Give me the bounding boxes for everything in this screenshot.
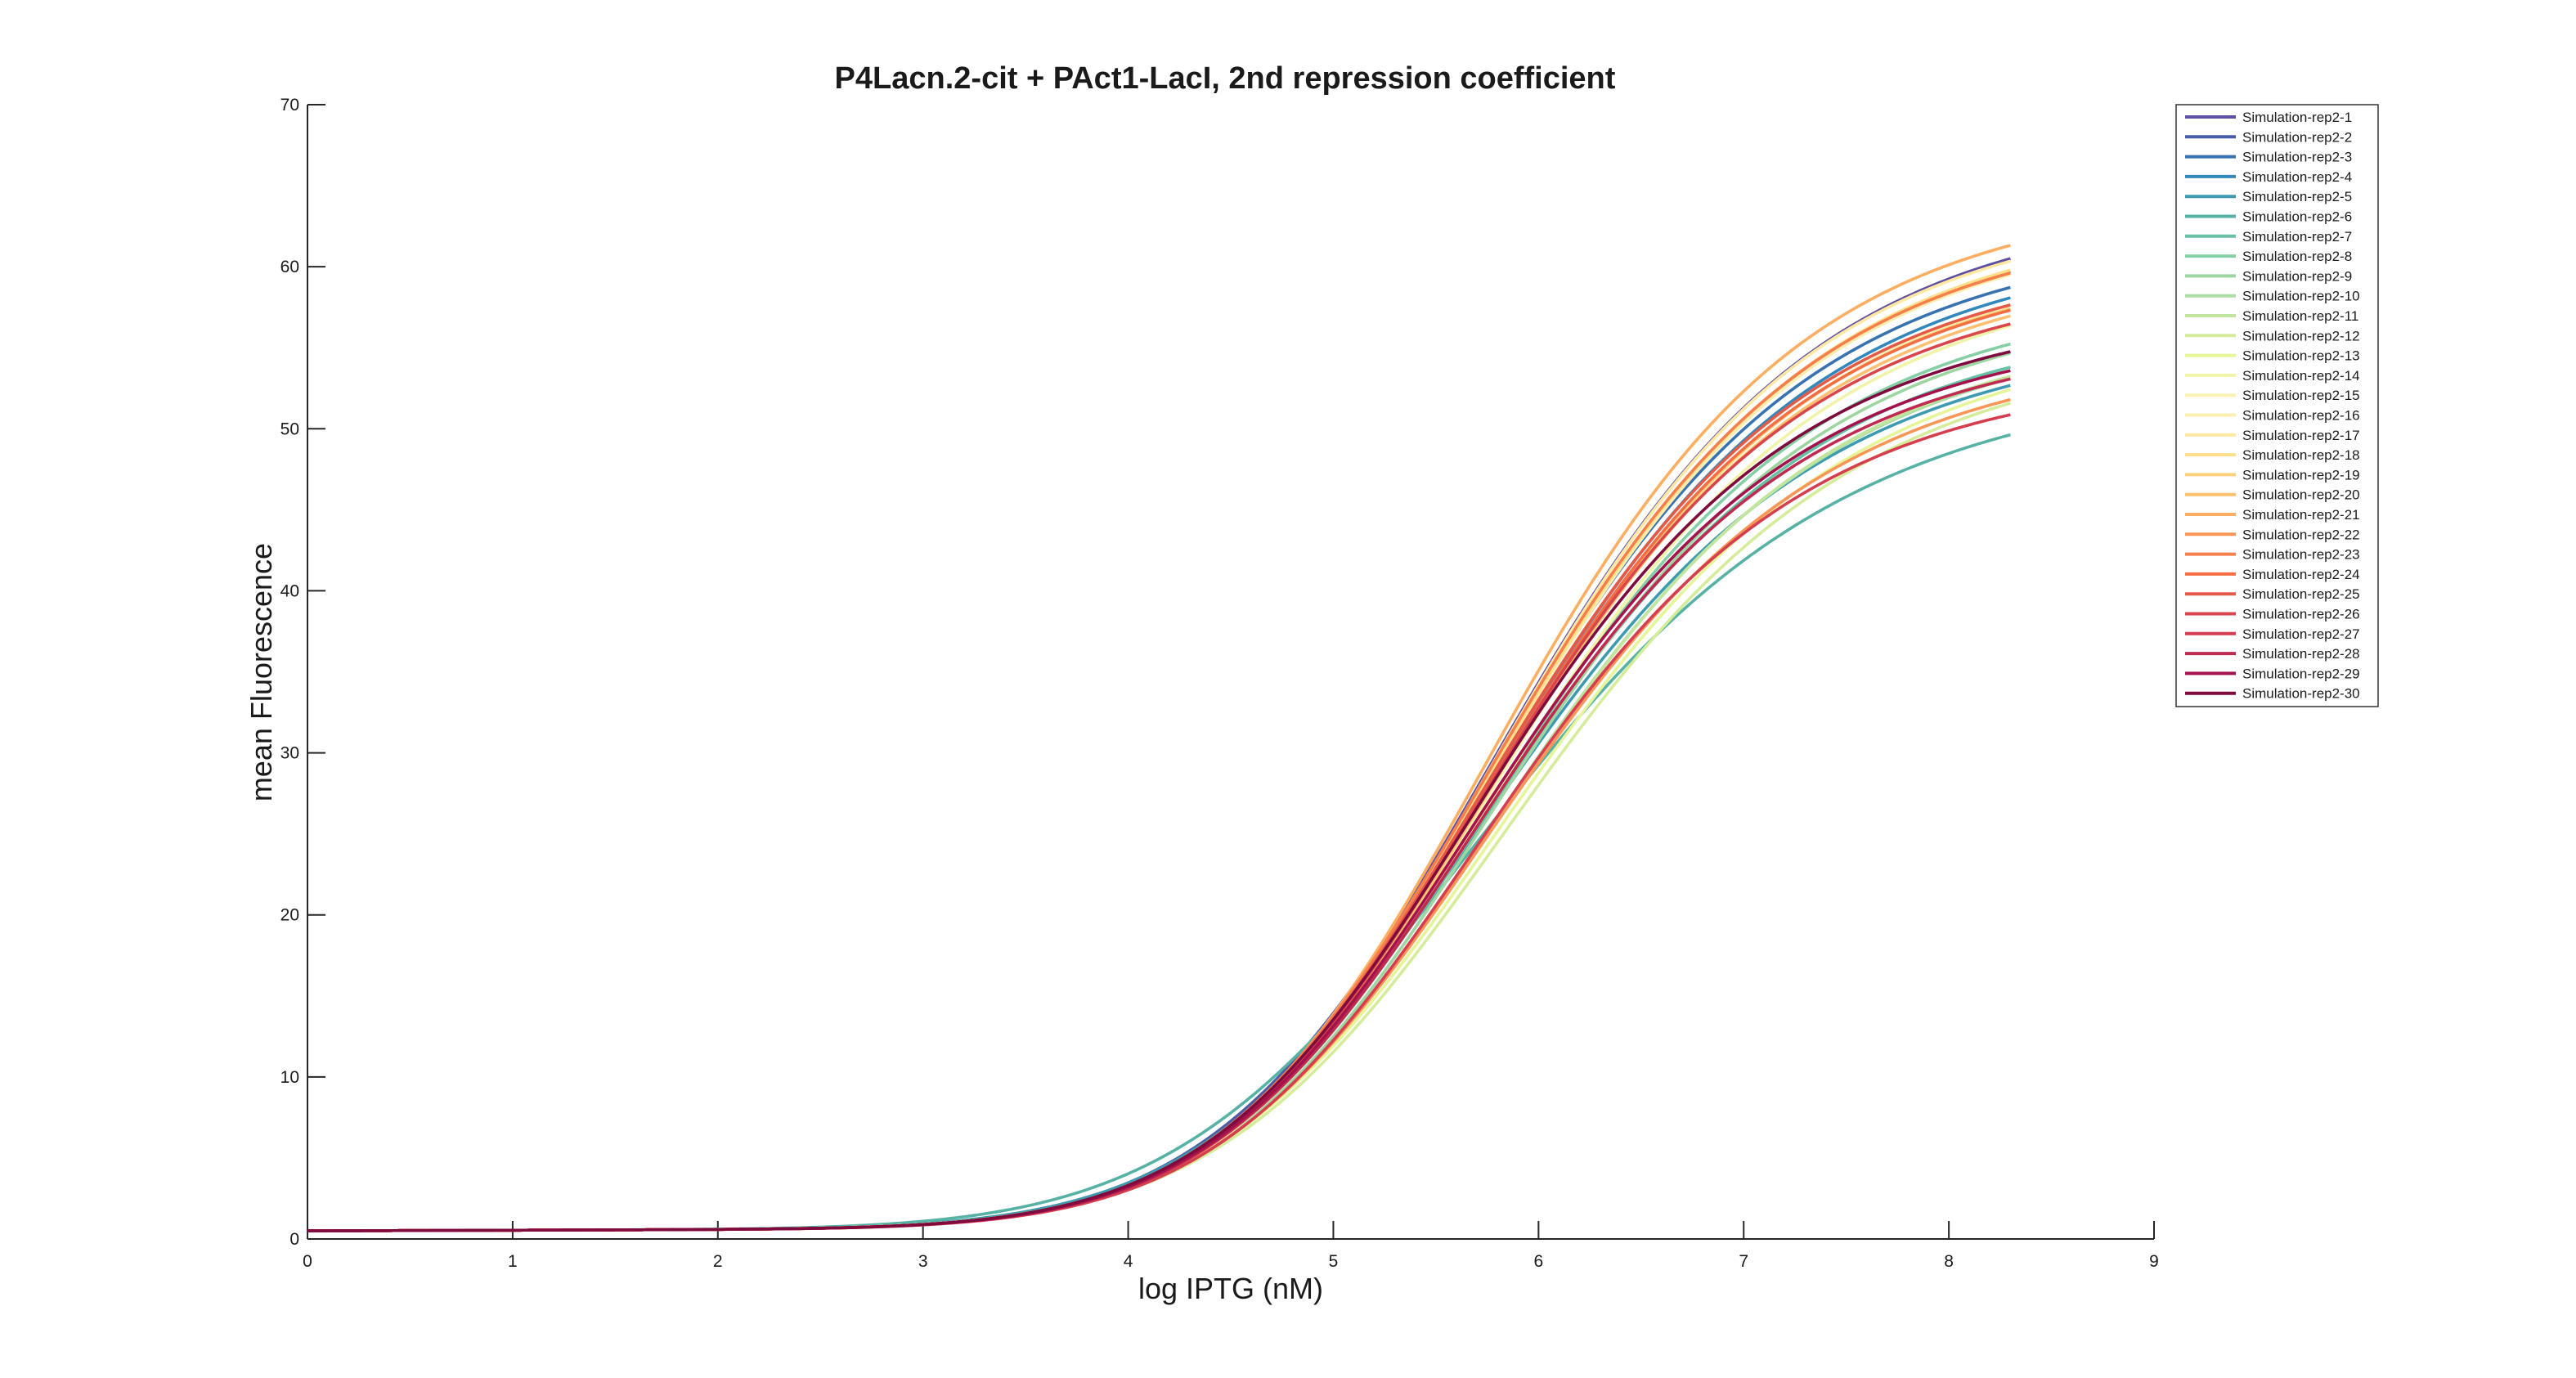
legend-label: Simulation-rep2-7 xyxy=(2242,229,2352,245)
legend-label: Simulation-rep2-17 xyxy=(2242,428,2360,443)
x-tick-label: 2 xyxy=(713,1252,723,1271)
y-axis-title: mean Fluorescence xyxy=(245,543,278,801)
legend-label: Simulation-rep2-16 xyxy=(2242,408,2360,424)
legend-label: Simulation-rep2-3 xyxy=(2242,150,2352,165)
x-tick-label: 7 xyxy=(1739,1252,1748,1271)
y-tick-label: 0 xyxy=(289,1230,299,1249)
legend-label: Simulation-rep2-27 xyxy=(2242,626,2360,642)
x-tick-label: 0 xyxy=(303,1252,312,1271)
legend-label: Simulation-rep2-18 xyxy=(2242,447,2360,463)
legend-label: Simulation-rep2-25 xyxy=(2242,586,2360,602)
legend-label: Simulation-rep2-11 xyxy=(2242,308,2358,324)
legend-label: Simulation-rep2-2 xyxy=(2242,129,2352,145)
y-tick-label: 60 xyxy=(280,258,299,276)
y-tick-label: 20 xyxy=(280,906,299,925)
series-lines xyxy=(307,244,2011,1232)
x-tick-label: 5 xyxy=(1329,1252,1339,1271)
y-ticks: 0 10 20 30 40 50 60 70 xyxy=(280,96,325,1249)
legend-label: Simulation-rep2-30 xyxy=(2242,686,2360,702)
y-tick-label: 70 xyxy=(280,96,299,114)
series-line-30 xyxy=(307,350,2011,1232)
y-tick-label: 10 xyxy=(280,1068,299,1087)
x-tick-label: 4 xyxy=(1124,1252,1133,1271)
plot-area: 0 1 2 3 4 5 6 7 8 9 0 10 20 30 40 50 60 70 xyxy=(280,96,2159,1271)
legend-label: Simulation-rep2-19 xyxy=(2242,467,2360,483)
legend-label: Simulation-rep2-14 xyxy=(2242,368,2360,384)
y-tick-label: 40 xyxy=(280,581,299,600)
legend: Simulation-rep2-1 Simulation-rep2-2 Simula… xyxy=(2175,104,2379,707)
chart-title: P4Lacn.2-cit + PAct1-LacI, 2nd repressio… xyxy=(835,61,1616,96)
legend-label: Simulation-rep2-8 xyxy=(2242,249,2352,264)
legend-label: Simulation-rep2-1 xyxy=(2242,110,2352,125)
legend-label: Simulation-rep2-10 xyxy=(2242,289,2360,304)
legend-label: Simulation-rep2-23 xyxy=(2242,547,2360,563)
legend-label: Simulation-rep2-22 xyxy=(2242,527,2360,542)
legend-label: Simulation-rep2-15 xyxy=(2242,388,2360,403)
legend-label: Simulation-rep2-28 xyxy=(2242,646,2360,662)
x-tick-label: 8 xyxy=(1944,1252,1954,1271)
y-tick-label: 30 xyxy=(280,744,299,763)
legend-label: Simulation-rep2-20 xyxy=(2242,487,2360,503)
x-tick-label: 3 xyxy=(918,1252,928,1271)
legend-label: Simulation-rep2-21 xyxy=(2242,507,2360,523)
x-tick-label: 6 xyxy=(1533,1252,1543,1271)
x-tick-label: 9 xyxy=(2149,1252,2159,1271)
legend-label: Simulation-rep2-24 xyxy=(2242,567,2360,582)
legend-box xyxy=(2175,104,2379,707)
legend-label: Simulation-rep2-4 xyxy=(2242,169,2352,185)
legend-label: Simulation-rep2-9 xyxy=(2242,268,2352,284)
legend-label: Simulation-rep2-6 xyxy=(2242,209,2352,225)
x-axis-title: log IPTG (nM) xyxy=(1138,1272,1323,1305)
legend-items: Simulation-rep2-1 Simulation-rep2-2 Simula… xyxy=(2185,110,2360,702)
legend-label: Simulation-rep2-26 xyxy=(2242,607,2360,622)
legend-label: Simulation-rep2-12 xyxy=(2242,328,2360,343)
x-ticks: 0 1 2 3 4 5 6 7 8 9 xyxy=(303,1221,2159,1271)
x-tick-label: 1 xyxy=(508,1252,518,1271)
legend-label: Simulation-rep2-5 xyxy=(2242,189,2352,204)
legend-label: Simulation-rep2-29 xyxy=(2242,666,2360,681)
legend-label: Simulation-rep2-13 xyxy=(2242,348,2360,364)
y-tick-label: 50 xyxy=(280,420,299,438)
